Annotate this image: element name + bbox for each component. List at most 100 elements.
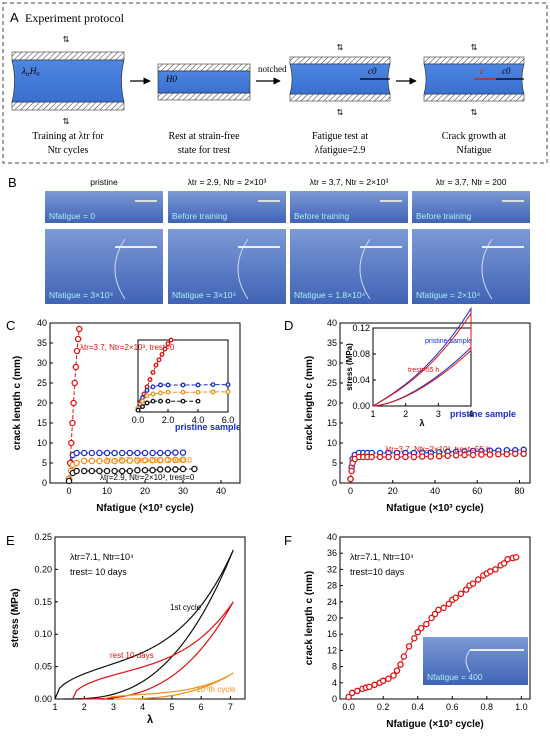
data-point [474,576,482,583]
state-rest: H0 [157,63,251,101]
panel-letter: E [6,533,15,548]
y-tick-label: 16 [327,629,337,639]
photo-top-label: Before training [294,211,350,221]
state3-label: c0 [368,66,377,76]
data-point [511,450,519,458]
data-point [435,606,442,614]
y-tick-label: 32 [327,564,337,574]
data-point [452,594,459,602]
y-tick-label: 28 [327,581,337,591]
data-point [156,456,164,464]
data-point [118,449,126,457]
y-tick-label: 0 [332,694,337,704]
y-tick-label: 5 [332,458,337,468]
x-tick-label: 4 [140,702,145,712]
data-point [503,450,511,458]
data-point [487,568,494,575]
annotation: 10⁴th cycle [196,685,236,694]
data-point [118,467,126,475]
data-point [428,614,435,622]
x-tick-label: 0.0 [342,702,355,712]
data-point [141,449,149,457]
data-point [156,449,164,457]
y-tick-label: 25 [327,378,337,388]
data-point [397,661,404,668]
caption-3-l2: λfatigue=2.9 [315,145,366,156]
panel-b: B pristine Nfatigue = 0 Nfatigue = 3×10⁴ λt… [8,175,530,304]
annotation: λtr=2.9, Ntr=2×10³, trest=0 [100,473,195,482]
state-notched: c0 ⇅ ⇅ [289,43,391,117]
y-tick-label: 40 [37,318,47,328]
data-point [111,457,118,465]
data-point [435,452,443,460]
y-axis-label: crack length c (mm) [304,356,315,450]
data-point [73,467,80,475]
column-header: λtr = 3.7, Ntr = 200 [436,177,507,187]
y-tick-label: 0.15 [34,597,52,607]
data-point [195,382,201,388]
data-point [149,456,156,464]
panel-c: C 0 10 20 30 40 0 5 10 15 20 25 30 35 40 crack length c… [6,318,241,514]
photo-bottom-label: Nfatigue = 3×10⁴ [172,290,236,300]
data-point [180,398,186,404]
x-axis-label: Nfatigue (×10³ cycle) [386,503,484,514]
y-tick-label: 20 [37,398,47,408]
x-tick-label: 4.0 [192,415,205,425]
data-point [164,466,172,473]
data-point [469,580,477,587]
data-point [225,382,231,388]
y-axis-label: crack length c (mm) [304,571,315,665]
inset-photo [423,637,528,685]
x-tick-label: 2 [82,702,87,712]
data-point [103,449,111,457]
data-point [379,677,387,685]
data-point [195,398,201,404]
y-tick-label: 4 [332,678,337,688]
photo-bottom-label: Nfatigue = 2×10⁴ [416,290,480,300]
data-point [147,377,153,383]
x-tick-label: 5 [169,702,174,712]
data-point [492,566,499,573]
plot-frame [137,339,229,413]
y-tick-label: 20 [327,613,337,623]
data-point [419,453,426,460]
svg-text:⇅: ⇅ [471,43,478,52]
hysteresis-loop [104,672,234,700]
data-point [159,351,165,357]
series-line [137,391,228,409]
y-axis-label: crack length c (mm) [12,356,23,450]
x-tick-label: 60 [472,486,482,496]
data-point [164,456,172,464]
y-tick-label: 40 [327,532,337,542]
x-tick-label: 0.0 [132,415,145,425]
data-point [140,398,145,404]
y-tick-label: 5 [42,458,47,468]
panel-a-title: Experiment protocol [25,11,125,25]
data-point [180,389,186,395]
data-point [512,554,520,561]
data-point [385,675,392,683]
y-tick-label: 24 [327,597,337,607]
data-point [400,653,408,660]
data-point [111,467,118,475]
data-point [165,382,171,388]
svg-text:⇅: ⇅ [337,108,344,117]
data-point [65,477,73,485]
data-point [423,620,430,628]
inset-x-label: λ [419,418,424,428]
series-line [68,328,80,480]
photo-after [45,229,163,304]
x-tick-label: 0.4 [411,702,424,712]
data-point [96,457,103,465]
panel-b-letter: B [8,175,17,190]
x-axis-label: Nfatigue (×10³ cycle) [96,503,194,514]
photo-before [45,191,163,223]
data-point [393,453,401,461]
data-point [348,467,355,475]
data-point [158,390,163,396]
y-tick-label: 0.08 [352,349,370,359]
caption-1-l1: Training at λtr for [32,131,104,142]
y-tick-label: 35 [37,338,47,348]
inset-photo-label: Nfatigue = 400 [427,672,483,682]
annotation: pristine sample [175,422,241,432]
